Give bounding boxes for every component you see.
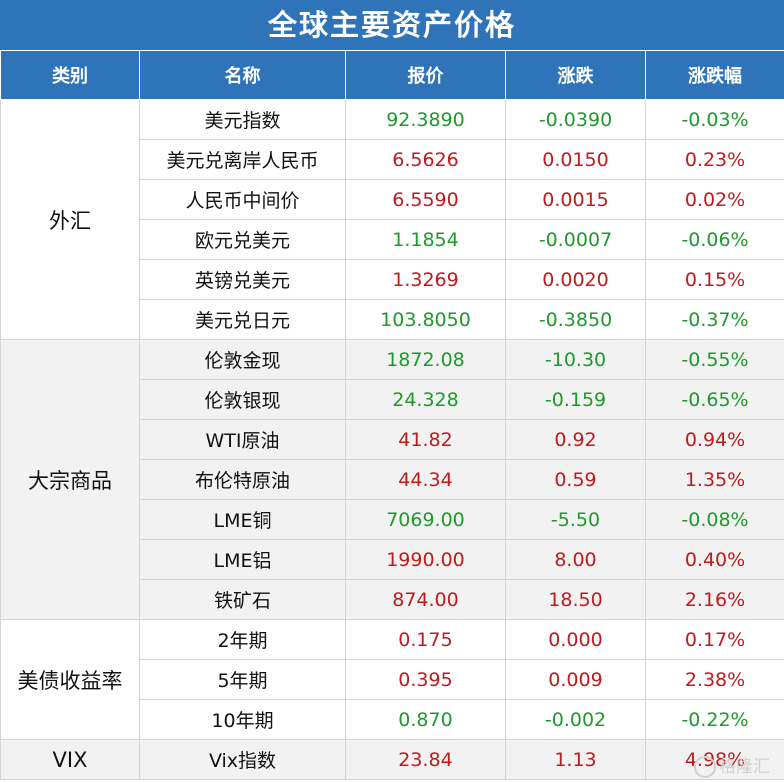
price-cell: 92.3890 xyxy=(345,99,506,140)
table-row: WTI原油 41.82 0.92 0.94% xyxy=(1,419,784,460)
price-cell: 874.00 xyxy=(345,579,506,620)
table-row: 大宗商品 伦敦金现 1872.08 -10.30 -0.55% xyxy=(0,339,784,620)
table-row: VIX Vix指数 23.84 1.13 4.98% xyxy=(0,739,784,780)
table-row: LME铜 7069.00 -5.50 -0.08% xyxy=(1,499,784,540)
name-cell: 伦敦银现 xyxy=(139,379,346,420)
change-cell: -0.0390 xyxy=(505,99,646,140)
change-cell: -5.50 xyxy=(505,499,646,540)
change-cell: 0.000 xyxy=(505,619,646,660)
change-pct-cell: -0.22% xyxy=(645,699,784,740)
change-pct-cell: 1.35% xyxy=(645,459,784,500)
table-row: 伦敦银现 24.328 -0.159 -0.65% xyxy=(1,379,784,420)
header-change-pct: 涨跌幅 xyxy=(645,50,784,100)
price-cell: 6.5590 xyxy=(345,179,506,220)
change-cell: -0.159 xyxy=(505,379,646,420)
category-cell: VIX xyxy=(0,739,140,780)
price-cell: 0.175 xyxy=(345,619,506,660)
price-cell: 1872.08 xyxy=(345,339,506,380)
table-row: 欧元兑美元 1.1854 -0.0007 -0.06% xyxy=(1,219,784,260)
change-pct-cell: -0.55% xyxy=(645,339,784,380)
table-row: 美元兑离岸人民币 6.5626 0.0150 0.23% xyxy=(1,139,784,180)
change-cell: 1.13 xyxy=(505,739,646,780)
name-cell: 欧元兑美元 xyxy=(139,219,346,260)
name-cell: WTI原油 xyxy=(139,419,346,460)
table-body: 外汇 美元指数 92.3890 -0.0390 -0.03% 美元兑离岸人民币 6.5626… xyxy=(0,99,784,780)
name-cell: LME铜 xyxy=(139,499,346,540)
change-cell: -0.002 xyxy=(505,699,646,740)
name-cell: 10年期 xyxy=(139,699,346,740)
change-cell: 0.92 xyxy=(505,419,646,460)
table-row: 人民币中间价 6.5590 0.0015 0.02% xyxy=(1,179,784,220)
change-pct-cell: -0.03% xyxy=(645,99,784,140)
change-cell: 0.009 xyxy=(505,659,646,700)
name-cell: 5年期 xyxy=(139,659,346,700)
table-row: 美债收益率 2年期 0.175 0.000 0.17% xyxy=(0,619,784,740)
table-row: LME铝 1990.00 8.00 0.40% xyxy=(1,539,784,580)
table-row: 10年期 0.870 -0.002 -0.22% xyxy=(1,699,784,740)
name-cell: 铁矿石 xyxy=(139,579,346,620)
change-pct-cell: -0.65% xyxy=(645,379,784,420)
price-cell: 0.395 xyxy=(345,659,506,700)
change-cell: 0.0020 xyxy=(505,259,646,300)
price-cell: 44.34 xyxy=(345,459,506,500)
table-row: 外汇 美元指数 92.3890 -0.0390 -0.03% xyxy=(0,99,784,340)
change-pct-cell: -0.08% xyxy=(645,499,784,540)
change-pct-cell: 0.23% xyxy=(645,139,784,180)
change-cell: 8.00 xyxy=(505,539,646,580)
category-cell: 大宗商品 xyxy=(0,339,140,620)
category-cell: 美债收益率 xyxy=(0,619,140,740)
price-cell: 1.1854 xyxy=(345,219,506,260)
header-name: 名称 xyxy=(139,50,346,100)
change-pct-cell: 0.40% xyxy=(645,539,784,580)
price-cell: 7069.00 xyxy=(345,499,506,540)
name-cell: 伦敦金现 xyxy=(139,339,346,380)
price-cell: 24.328 xyxy=(345,379,506,420)
change-cell: 0.0150 xyxy=(505,139,646,180)
change-pct-cell: 2.38% xyxy=(645,659,784,700)
name-cell: Vix指数 xyxy=(139,739,346,780)
price-cell: 6.5626 xyxy=(345,139,506,180)
change-cell: 0.59 xyxy=(505,459,646,500)
header-change: 涨跌 xyxy=(505,50,646,100)
change-pct-cell: 2.16% xyxy=(645,579,784,620)
price-cell: 23.84 xyxy=(345,739,506,780)
name-cell: 美元兑离岸人民币 xyxy=(139,139,346,180)
change-cell: -0.0007 xyxy=(505,219,646,260)
price-cell: 103.8050 xyxy=(345,299,506,340)
name-cell: 美元指数 xyxy=(139,99,346,140)
change-pct-cell: 0.15% xyxy=(645,259,784,300)
change-pct-cell: -0.06% xyxy=(645,219,784,260)
asset-price-table: 类别 名称 报价 涨跌 涨跌幅 外汇 美元指数 92.3890 -0.0390 -0.0… xyxy=(0,50,784,780)
watermark: 格隆汇 xyxy=(694,752,770,778)
name-cell: 2年期 xyxy=(139,619,346,660)
watermark-text: 格隆汇 xyxy=(719,757,770,777)
change-pct-cell: 0.17% xyxy=(645,619,784,660)
table-row: 布伦特原油 44.34 0.59 1.35% xyxy=(1,459,784,500)
change-cell: -0.3850 xyxy=(505,299,646,340)
price-cell: 41.82 xyxy=(345,419,506,460)
change-pct-cell: 0.94% xyxy=(645,419,784,460)
price-cell: 0.870 xyxy=(345,699,506,740)
table-row: 5年期 0.395 0.009 2.38% xyxy=(1,659,784,700)
watermark-logo-icon xyxy=(694,756,716,778)
change-cell: -10.30 xyxy=(505,339,646,380)
table-row: 英镑兑美元 1.3269 0.0020 0.15% xyxy=(1,259,784,300)
header-price: 报价 xyxy=(345,50,506,100)
price-cell: 1.3269 xyxy=(345,259,506,300)
header-category: 类别 xyxy=(0,50,140,100)
change-pct-cell: -0.37% xyxy=(645,299,784,340)
header-row: 类别 名称 报价 涨跌 涨跌幅 xyxy=(0,50,784,100)
category-cell: 外汇 xyxy=(0,99,140,340)
name-cell: 美元兑日元 xyxy=(139,299,346,340)
name-cell: 英镑兑美元 xyxy=(139,259,346,300)
name-cell: 布伦特原油 xyxy=(139,459,346,500)
table-title: 全球主要资产价格 xyxy=(0,0,784,50)
name-cell: LME铝 xyxy=(139,539,346,580)
change-cell: 18.50 xyxy=(505,579,646,620)
name-cell: 人民币中间价 xyxy=(139,179,346,220)
change-cell: 0.0015 xyxy=(505,179,646,220)
change-pct-cell: 0.02% xyxy=(645,179,784,220)
price-cell: 1990.00 xyxy=(345,539,506,580)
